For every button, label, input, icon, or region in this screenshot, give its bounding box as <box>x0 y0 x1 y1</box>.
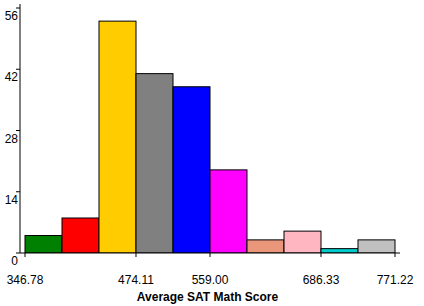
x-axis-label: Average SAT Math Score <box>137 290 279 304</box>
histogram-bar <box>62 218 99 253</box>
x-tick <box>210 253 211 257</box>
y-tick-label: 0 <box>11 254 18 268</box>
y-tick-label: 42 <box>5 70 19 84</box>
chart-container: 0 14 28 42 56 346.78 474.11 559.00 686.33 771.22 A… <box>0 0 424 306</box>
histogram-bar <box>25 236 62 254</box>
x-tick <box>25 253 26 257</box>
histogram-bar <box>99 21 136 253</box>
x-tick <box>320 253 321 257</box>
chart-svg: 0 14 28 42 56 346.78 474.11 559.00 686.33 771.22 A… <box>0 0 424 306</box>
x-tick <box>395 253 396 257</box>
x-tick-label: 346.78 <box>7 273 44 287</box>
histogram-bar <box>358 240 395 253</box>
y-tick-label: 14 <box>5 193 19 207</box>
x-tick-label: 686.33 <box>303 273 340 287</box>
histogram-bar <box>247 240 284 253</box>
x-tick-label: 474.11 <box>118 273 154 287</box>
x-tick <box>135 253 136 257</box>
x-tick-label: 559.00 <box>192 273 229 287</box>
bars <box>25 21 395 253</box>
y-tick-label: 28 <box>5 132 19 146</box>
histogram-bar <box>136 74 173 253</box>
histogram-bar <box>284 231 321 253</box>
y-tick-label: 56 <box>5 9 19 23</box>
histogram-bar <box>210 170 247 253</box>
histogram-bar <box>173 87 210 253</box>
x-tick-label: 771.22 <box>377 273 414 287</box>
histogram-bar <box>321 249 358 253</box>
y-axis <box>20 4 21 253</box>
